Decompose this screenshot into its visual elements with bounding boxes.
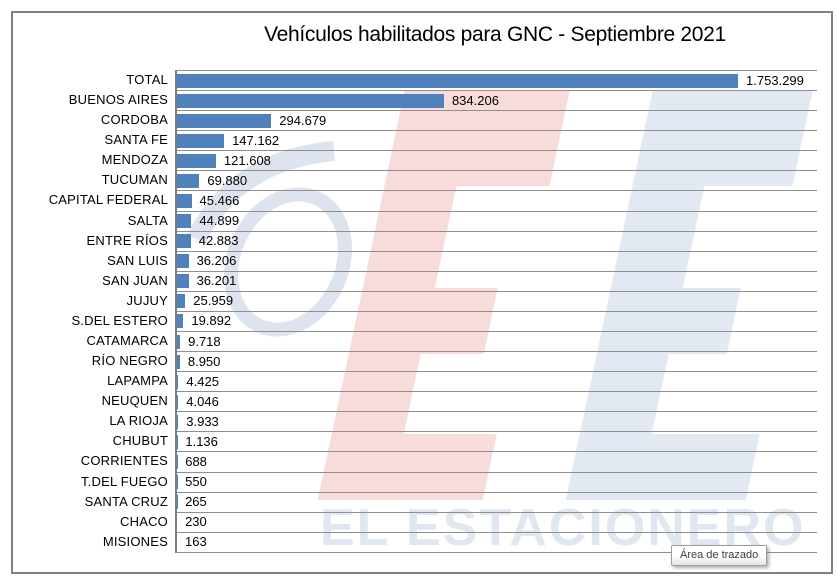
bar-row: 44.899 bbox=[177, 212, 817, 232]
data-label[interactable]: 688 bbox=[185, 454, 207, 470]
bar[interactable] bbox=[177, 414, 179, 429]
bar[interactable] bbox=[177, 194, 192, 208]
data-label[interactable]: 1.136 bbox=[185, 433, 218, 449]
bar-row: 147.162 bbox=[177, 131, 817, 152]
data-label[interactable]: 163 bbox=[185, 534, 207, 550]
category-label[interactable]: T.DEL FUEGO bbox=[81, 473, 168, 489]
bar-row: 265 bbox=[177, 493, 817, 513]
category-label[interactable]: NEUQUEN bbox=[101, 393, 168, 409]
category-label[interactable]: CHUBUT bbox=[112, 433, 168, 449]
bar[interactable] bbox=[177, 394, 179, 409]
bar-row: 25.959 bbox=[177, 292, 817, 312]
bar[interactable] bbox=[177, 173, 200, 188]
bar[interactable] bbox=[177, 294, 186, 309]
data-label[interactable]: 121.608 bbox=[223, 152, 271, 168]
bar-row: 36.206 bbox=[177, 252, 817, 272]
bar-row: 19.892 bbox=[177, 312, 817, 333]
bar-row: 834.206 bbox=[177, 91, 817, 112]
bar-row: 294.679 bbox=[177, 111, 817, 132]
category-label[interactable]: TUCUMAN bbox=[101, 172, 168, 188]
data-label[interactable]: 25.959 bbox=[193, 293, 234, 309]
data-label[interactable]: 265 bbox=[185, 494, 207, 510]
bar-row: 163 bbox=[177, 533, 817, 553]
bar-row: 4.046 bbox=[177, 392, 817, 413]
bar[interactable] bbox=[177, 334, 181, 349]
bar[interactable] bbox=[177, 113, 272, 128]
bar[interactable] bbox=[177, 374, 179, 389]
data-label[interactable]: 45.466 bbox=[199, 193, 240, 208]
data-label[interactable]: 8.950 bbox=[187, 353, 221, 369]
data-label[interactable]: 834.206 bbox=[451, 92, 499, 108]
category-label[interactable]: S.DEL ESTERO bbox=[71, 312, 168, 328]
bar-row: 9.718 bbox=[177, 332, 817, 353]
category-label[interactable]: TOTAL bbox=[126, 72, 168, 87]
plot-area[interactable]: 1.753.299 834.206 294.679 147.162 121.608 69.… bbox=[175, 70, 817, 553]
bar[interactable] bbox=[177, 133, 225, 148]
category-label[interactable]: SAN LUIS bbox=[107, 252, 168, 268]
data-label[interactable]: 4.046 bbox=[186, 393, 219, 409]
bar[interactable] bbox=[177, 274, 189, 289]
chart-border bbox=[11, 11, 833, 574]
bar-row: 3.933 bbox=[177, 412, 817, 433]
data-label[interactable]: 36.201 bbox=[196, 273, 237, 289]
bar-row: 36.201 bbox=[177, 272, 817, 292]
category-label[interactable]: MENDOZA bbox=[101, 152, 168, 168]
data-label[interactable]: 42.883 bbox=[198, 233, 239, 249]
bar-row: 550 bbox=[177, 473, 817, 493]
bar-row: 1.136 bbox=[177, 432, 817, 453]
bar-row: 688 bbox=[177, 452, 817, 473]
data-label[interactable]: 1.753.299 bbox=[746, 72, 804, 88]
bar-row: 8.950 bbox=[177, 352, 817, 373]
data-label[interactable]: 36.206 bbox=[196, 253, 237, 269]
category-label[interactable]: CATAMARCA bbox=[86, 333, 168, 349]
bar[interactable] bbox=[177, 254, 189, 269]
category-label[interactable]: SALTA bbox=[127, 212, 168, 228]
category-label[interactable]: ENTRE RÍOS bbox=[86, 232, 168, 248]
bar[interactable] bbox=[177, 73, 739, 88]
bar-row: 4.425 bbox=[177, 372, 817, 393]
bar[interactable] bbox=[177, 354, 180, 369]
category-label[interactable]: MISIONES bbox=[102, 533, 168, 549]
category-label[interactable]: JUJUY bbox=[126, 292, 168, 308]
data-label[interactable]: 9.718 bbox=[188, 333, 221, 349]
category-axis[interactable]: TOTAL BUENOS AIRES CORDOBA SANTA FE MENDOZA T… bbox=[18, 70, 168, 552]
category-label[interactable]: SANTA FE bbox=[104, 132, 168, 148]
data-label[interactable]: 230 bbox=[185, 514, 207, 530]
data-label[interactable]: 19.892 bbox=[191, 313, 232, 329]
data-label[interactable]: 4.425 bbox=[186, 373, 219, 389]
data-label[interactable]: 69.880 bbox=[207, 172, 248, 188]
bar[interactable] bbox=[177, 234, 191, 249]
bar-row: 230 bbox=[177, 513, 817, 533]
bar[interactable] bbox=[177, 153, 216, 168]
data-label[interactable]: 294.679 bbox=[279, 112, 327, 128]
category-label[interactable]: SAN JUAN bbox=[102, 272, 168, 288]
bar-row: 1.753.299 bbox=[177, 71, 817, 92]
bar[interactable] bbox=[177, 93, 444, 108]
plot-area-tooltip: Área de trazado bbox=[671, 545, 768, 566]
bar[interactable] bbox=[177, 214, 192, 229]
category-label[interactable]: CORDOBA bbox=[100, 112, 168, 128]
category-label[interactable]: LA RIOJA bbox=[109, 413, 168, 429]
category-label[interactable]: SANTA CRUZ bbox=[84, 493, 168, 509]
category-label[interactable]: RÍO NEGRO bbox=[91, 353, 168, 369]
data-label[interactable]: 550 bbox=[185, 474, 207, 490]
category-label[interactable]: CAPITAL FEDERAL bbox=[48, 192, 168, 208]
category-label[interactable]: BUENOS AIRES bbox=[68, 92, 168, 108]
data-label[interactable]: 147.162 bbox=[232, 132, 280, 148]
bar-row: 42.883 bbox=[177, 232, 817, 252]
data-label[interactable]: 44.899 bbox=[199, 213, 240, 229]
chart-title[interactable]: Vehículos habilitados para GNC - Septiem… bbox=[264, 23, 726, 46]
bar-row: 45.466 bbox=[177, 191, 817, 212]
bar[interactable] bbox=[177, 314, 184, 329]
data-label[interactable]: 3.933 bbox=[186, 413, 219, 429]
category-label[interactable]: LAPAMPA bbox=[107, 373, 168, 389]
bar-row: 121.608 bbox=[177, 151, 817, 172]
category-label[interactable]: CORRIENTES bbox=[80, 453, 168, 469]
bar-row: 69.880 bbox=[177, 171, 817, 192]
category-label[interactable]: CHACO bbox=[120, 513, 168, 529]
